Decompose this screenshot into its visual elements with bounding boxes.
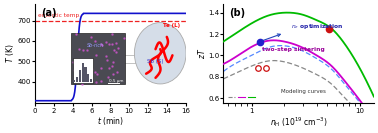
Bar: [84, 67, 87, 82]
Text: 0.5 μm: 0.5 μm: [108, 79, 123, 83]
Text: two-step sintering: two-step sintering: [262, 47, 325, 52]
X-axis label: $n_{\mathrm{H}}$ (10$^{19}$ cm$^{-3}$): $n_{\mathrm{H}}$ (10$^{19}$ cm$^{-3}$): [270, 115, 328, 129]
Text: Te (L): Te (L): [163, 23, 180, 28]
Bar: [73, 58, 93, 83]
Text: Sb-rich: Sb-rich: [87, 43, 104, 48]
Bar: [90, 79, 92, 82]
Y-axis label: $T$ (K): $T$ (K): [4, 44, 16, 63]
Bar: [76, 77, 78, 82]
Text: eutectic temp.: eutectic temp.: [37, 13, 81, 18]
Y-axis label: $zT$: $zT$: [196, 48, 207, 59]
Bar: [79, 70, 81, 82]
Legend: , , : , ,: [226, 93, 259, 103]
Text: (b): (b): [229, 8, 246, 18]
Bar: [87, 74, 89, 82]
Text: $n_{e}$ optimization: $n_{e}$ optimization: [291, 22, 343, 31]
X-axis label: $t$ (min): $t$ (min): [97, 115, 124, 127]
Text: Sb (S): Sb (S): [147, 59, 164, 65]
Text: Modeling curves: Modeling curves: [280, 90, 325, 94]
Bar: [71, 33, 125, 84]
Text: (a): (a): [41, 8, 57, 18]
Bar: [73, 80, 75, 82]
Bar: [82, 63, 84, 82]
Ellipse shape: [134, 23, 186, 84]
